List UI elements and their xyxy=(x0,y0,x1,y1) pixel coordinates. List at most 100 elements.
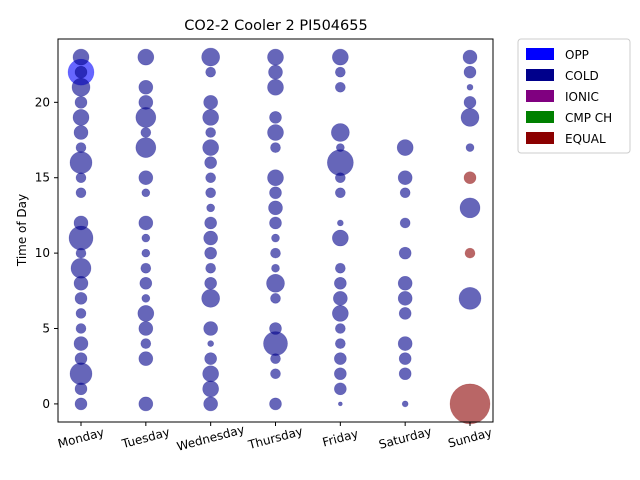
data-point xyxy=(449,383,491,425)
data-point xyxy=(72,48,90,66)
data-point xyxy=(204,276,217,290)
data-point xyxy=(203,230,218,246)
data-point xyxy=(458,287,482,310)
data-point xyxy=(206,203,215,213)
data-point xyxy=(335,187,346,199)
data-point xyxy=(71,77,91,97)
data-point xyxy=(399,217,411,229)
data-point xyxy=(268,200,283,216)
data-point xyxy=(269,186,282,200)
data-point xyxy=(459,197,481,219)
data-point xyxy=(70,257,92,279)
data-point xyxy=(75,247,87,259)
data-point xyxy=(204,352,217,365)
data-point xyxy=(466,83,474,91)
data-point xyxy=(398,367,412,381)
data-point xyxy=(138,396,154,412)
data-point xyxy=(464,247,476,259)
y-tick-label: 15 xyxy=(35,171,50,185)
data-point xyxy=(334,352,347,365)
data-point xyxy=(463,171,477,185)
data-points xyxy=(67,47,491,425)
data-point xyxy=(135,137,157,158)
data-point xyxy=(207,340,214,347)
data-point xyxy=(270,293,281,304)
data-point xyxy=(138,170,154,186)
legend-swatch xyxy=(526,69,554,81)
legend-label: COLD xyxy=(565,69,599,83)
data-point xyxy=(201,289,220,308)
data-point xyxy=(72,109,90,126)
data-point xyxy=(141,233,151,243)
data-point xyxy=(398,246,412,260)
data-point xyxy=(463,96,477,109)
data-point xyxy=(332,48,349,66)
data-point xyxy=(270,142,281,153)
legend-swatch xyxy=(526,132,554,144)
y-tick-label: 10 xyxy=(35,246,50,260)
data-point xyxy=(203,95,218,110)
data-point xyxy=(202,365,219,383)
data-point xyxy=(205,127,216,138)
data-point xyxy=(69,151,93,174)
data-point xyxy=(141,294,151,303)
chart-title: CO2-2 Cooler 2 PI504655 xyxy=(184,18,367,34)
data-point xyxy=(204,156,217,169)
data-point xyxy=(205,187,216,199)
data-point xyxy=(270,368,281,380)
y-tick-label: 5 xyxy=(42,322,50,336)
data-point xyxy=(335,66,346,78)
data-point xyxy=(141,188,151,198)
data-point xyxy=(75,308,87,319)
data-point xyxy=(138,79,154,95)
legend-box xyxy=(517,38,631,154)
legend-swatch xyxy=(526,90,554,102)
data-point xyxy=(138,351,154,366)
data-point xyxy=(397,170,413,186)
y-tick-label: 0 xyxy=(42,397,50,411)
data-point xyxy=(69,362,93,386)
data-point xyxy=(462,49,478,65)
data-point xyxy=(138,215,154,231)
data-point xyxy=(202,109,219,126)
data-point xyxy=(396,139,414,156)
data-point xyxy=(204,216,217,230)
data-point xyxy=(263,331,288,356)
data-point xyxy=(465,143,475,152)
data-point xyxy=(75,187,87,199)
legend-swatch xyxy=(526,48,554,60)
data-point xyxy=(267,124,284,141)
data-point xyxy=(267,78,284,96)
data-point xyxy=(335,262,346,274)
data-point xyxy=(205,66,216,78)
legend-swatch xyxy=(526,111,554,123)
data-point xyxy=(74,382,88,396)
data-point xyxy=(334,276,347,290)
data-point xyxy=(68,225,94,251)
data-point xyxy=(73,275,89,291)
data-point xyxy=(203,321,218,336)
legend-label: CMP CH xyxy=(565,111,612,125)
data-point xyxy=(141,248,151,258)
data-point xyxy=(205,262,216,274)
data-point xyxy=(271,233,280,243)
data-point xyxy=(397,291,413,306)
data-point xyxy=(203,396,218,412)
y-axis: 0 5 10 15 20 xyxy=(35,95,58,411)
data-point xyxy=(398,352,412,365)
data-point xyxy=(75,323,87,334)
data-point xyxy=(338,401,343,407)
legend-label: OPP xyxy=(565,48,589,62)
data-point xyxy=(463,65,477,79)
legend: OPP COLD IONIC CMP CH EQUAL xyxy=(517,38,631,154)
y-tick-label: 20 xyxy=(35,95,50,109)
data-point xyxy=(267,48,284,66)
data-point xyxy=(271,263,280,273)
data-point xyxy=(269,397,282,411)
data-point xyxy=(74,65,88,79)
data-point xyxy=(399,187,411,199)
data-point xyxy=(331,123,350,142)
data-point xyxy=(75,172,87,184)
data-point xyxy=(335,323,346,334)
data-point xyxy=(74,292,88,305)
